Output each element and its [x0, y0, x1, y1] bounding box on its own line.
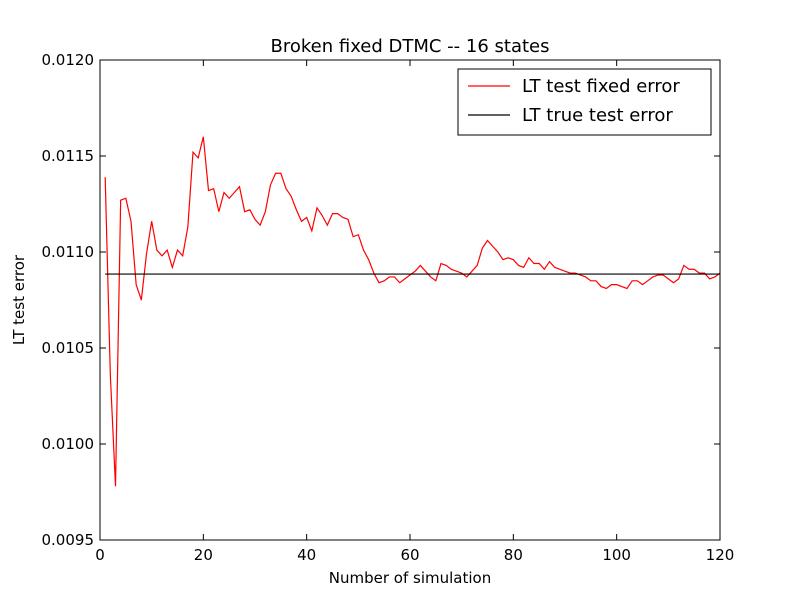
x-tick-label: 80 [504, 546, 523, 564]
y-tick-label: 0.0095 [42, 531, 95, 549]
y-axis: 0.0095 0.0100 0.0105 0.0110 0.0115 0.0120 [42, 51, 720, 549]
x-axis-title: Number of simulation [329, 569, 491, 587]
y-tick-label: 0.0115 [42, 147, 95, 165]
chart-title: Broken fixed DTMC -- 16 states [271, 36, 550, 57]
y-tick-label: 0.0110 [42, 243, 95, 261]
legend-label-true-error: LT true test error [522, 105, 673, 126]
plot-lines [104, 136, 721, 487]
x-tick-label: 100 [602, 546, 631, 564]
legend-box [457, 68, 712, 136]
x-tick-label: 20 [194, 546, 213, 564]
y-tick-label: 0.0100 [42, 435, 95, 453]
legend-label-fixed-error: LT test fixed error [522, 76, 680, 97]
legend: LT test fixed error LT true test error [457, 68, 712, 136]
y-axis-title: LT test error [10, 254, 28, 345]
y-tick-label: 0.0105 [42, 339, 95, 357]
series-line-0 [104, 136, 721, 487]
x-tick-label: 0 [95, 546, 105, 564]
x-axis: 0 20 40 60 80 100 120 [95, 60, 734, 564]
x-tick-label: 120 [706, 546, 735, 564]
x-tick-label: 40 [297, 546, 316, 564]
x-tick-label: 60 [400, 546, 419, 564]
y-tick-label: 0.0120 [42, 51, 95, 69]
